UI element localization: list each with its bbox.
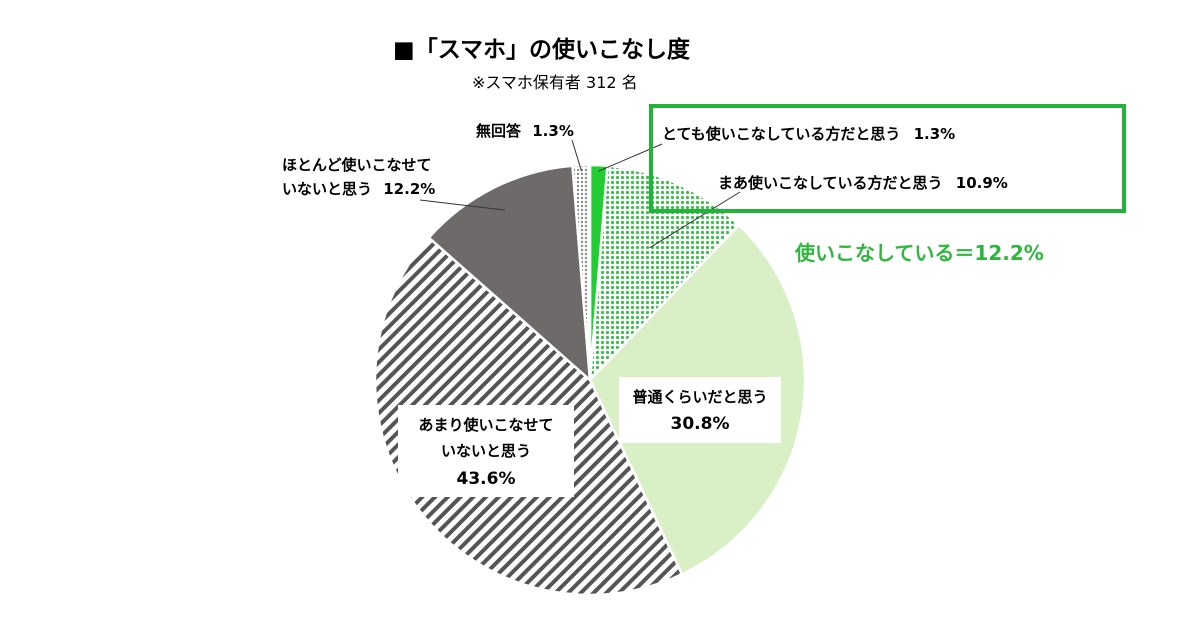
leader-line-mukaitou: [571, 139, 582, 172]
pie-slices: [373, 163, 807, 597]
label-amari-value: 43.6%: [457, 469, 516, 489]
label-hotondo-value: 12.2%: [383, 180, 435, 198]
label-box-futsuu: [619, 377, 781, 443]
label-hotondo-line2: いないと思う 12.2%: [282, 180, 435, 198]
label-futsuu-text: 普通くらいだと思う: [632, 388, 767, 406]
label-maa-value: 10.9%: [956, 174, 1008, 192]
label-totemo-text: とても使いこなしている方だと思う: [662, 125, 900, 143]
pie-slice-4: [427, 164, 592, 383]
label-hotondo-line2-text: いないと思う: [282, 180, 372, 198]
highlight-total: 使いこなしている＝12.2%: [794, 241, 1044, 265]
label-mukaitou-value: 1.3%: [532, 122, 574, 140]
label-amari-line1: あまり使いこなせて: [418, 416, 553, 434]
label-mukaitou: 無回答 1.3%: [476, 122, 574, 140]
label-futsuu-value: 30.8%: [671, 414, 730, 434]
pie-slice-5: [571, 163, 592, 381]
label-hotondo-line1: ほとんど使いこなせて: [282, 156, 432, 174]
label-amari-line2: いないと思う: [441, 442, 531, 460]
label-box-amari: [398, 405, 574, 497]
label-maa-text: まあ使いこなしている方だと思う: [718, 174, 943, 192]
pie-slice-1: [588, 164, 741, 384]
label-maa: まあ使いこなしている方だと思う 10.9%: [718, 174, 1008, 192]
chart-title: ■「スマホ」の使いこなし度: [393, 36, 691, 63]
leader-line-hotondo: [419, 199, 505, 211]
label-totemo: とても使いこなしている方だと思う 1.3%: [662, 125, 955, 143]
leader-line-maa: [649, 191, 741, 249]
label-mukaitou-text: 無回答: [476, 122, 522, 140]
highlight-box: [649, 104, 1126, 213]
label-totemo-value: 1.3%: [914, 125, 956, 143]
chart-subtitle: ※スマホ保有者 312 名: [472, 73, 638, 92]
